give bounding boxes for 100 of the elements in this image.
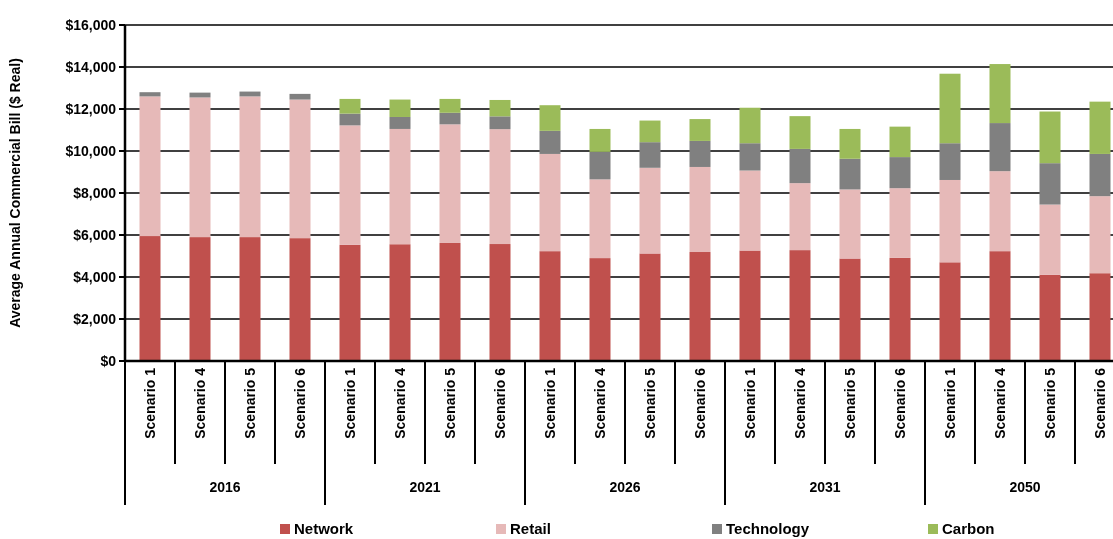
bar (289, 99, 311, 239)
y-tick-label: $16,000 (65, 16, 117, 33)
bar (1089, 153, 1111, 197)
x-tick-label: Scenario 6 (491, 367, 508, 439)
legend-label: Carbon (942, 520, 995, 538)
x-tick-label: Scenario 5 (841, 367, 858, 439)
bar (889, 188, 911, 258)
bar (139, 92, 161, 97)
y-tick-label: $8,000 (73, 184, 117, 201)
y-tick-label: $10,000 (65, 142, 117, 159)
bar (189, 237, 211, 361)
bar (889, 157, 911, 189)
text: 2021 (409, 479, 441, 495)
bar (539, 130, 561, 154)
bar (589, 151, 611, 180)
x-tick-label: Scenario 1 (741, 367, 758, 439)
x-tick-label: Scenario 1 (941, 367, 958, 439)
bar (589, 128, 611, 152)
x-tick-label: Scenario 4 (791, 367, 808, 439)
bar (589, 258, 611, 361)
bar (839, 128, 861, 159)
bar (389, 128, 411, 245)
x-tick-label: Scenario 6 (891, 367, 908, 439)
bar (489, 116, 511, 130)
bar (839, 158, 861, 190)
bar (539, 105, 561, 131)
bar (1039, 274, 1061, 361)
bar (789, 183, 811, 251)
bar (539, 251, 561, 361)
bar (989, 123, 1011, 172)
bar (739, 143, 761, 171)
bar (889, 257, 911, 361)
y-tick-label: $2,000 (73, 310, 117, 327)
x-tick-label: Scenario 4 (991, 367, 1008, 439)
bar (689, 252, 711, 361)
x-tick-label: Scenario 5 (441, 367, 458, 439)
bar (889, 126, 911, 158)
x-tick-label: Scenario 5 (241, 367, 258, 439)
bar (939, 143, 961, 180)
x-tick-label: Scenario 6 (291, 367, 308, 439)
bar (639, 253, 661, 361)
y-tick-label: $12,000 (65, 100, 117, 117)
bar (139, 236, 161, 361)
bar (689, 140, 711, 167)
bar (239, 237, 261, 361)
bar (439, 242, 461, 361)
bar (539, 153, 561, 252)
bar (589, 179, 611, 259)
bar (739, 170, 761, 251)
bar (1039, 111, 1061, 164)
bar (239, 96, 261, 238)
bar (839, 258, 861, 361)
bar (289, 93, 311, 100)
bar (989, 251, 1011, 361)
bar (1089, 196, 1111, 274)
legend-label: Network (294, 520, 354, 538)
bar (489, 99, 511, 117)
x-tick-label: Scenario 4 (391, 367, 408, 439)
bar (639, 142, 661, 168)
bar (939, 179, 961, 263)
bar (489, 129, 511, 245)
bar (439, 124, 461, 243)
x-tick-label: Scenario 6 (1091, 367, 1108, 439)
bar (1039, 163, 1061, 205)
legend-label: Technology (726, 520, 810, 538)
text: 2026 (609, 479, 641, 495)
text: 2031 (809, 479, 841, 495)
bar (1089, 273, 1111, 361)
bar (689, 119, 711, 141)
legend-label: Retail (510, 520, 551, 538)
bar (789, 250, 811, 361)
bar (389, 116, 411, 129)
bar (1039, 204, 1061, 275)
bar (339, 113, 361, 126)
y-tick-label: $0 (100, 352, 117, 369)
bar (439, 98, 461, 113)
text: 2050 (1009, 479, 1041, 495)
bar (439, 112, 461, 125)
x-tick-label: Scenario 1 (541, 367, 558, 439)
bar (639, 120, 661, 143)
bar (189, 97, 211, 238)
bar (939, 262, 961, 361)
y-tick-label: $4,000 (73, 268, 117, 285)
x-tick-label: Scenario 1 (341, 367, 358, 439)
bar (739, 107, 761, 144)
y-tick-label: $14,000 (65, 58, 117, 75)
x-tick-label: Scenario 4 (591, 367, 608, 439)
bar (339, 244, 361, 361)
bar (339, 98, 361, 114)
y-axis-title: Average Annual Commercial Bill ($ Real) (7, 58, 23, 328)
bar (939, 73, 961, 144)
bar (789, 148, 811, 184)
bar (489, 244, 511, 361)
text: 2016 (209, 479, 241, 495)
bar (139, 96, 161, 237)
y-tick-label: $6,000 (73, 226, 117, 243)
bar (339, 125, 361, 245)
bar (639, 167, 661, 254)
x-tick-label: Scenario 6 (691, 367, 708, 439)
bar (389, 99, 411, 117)
